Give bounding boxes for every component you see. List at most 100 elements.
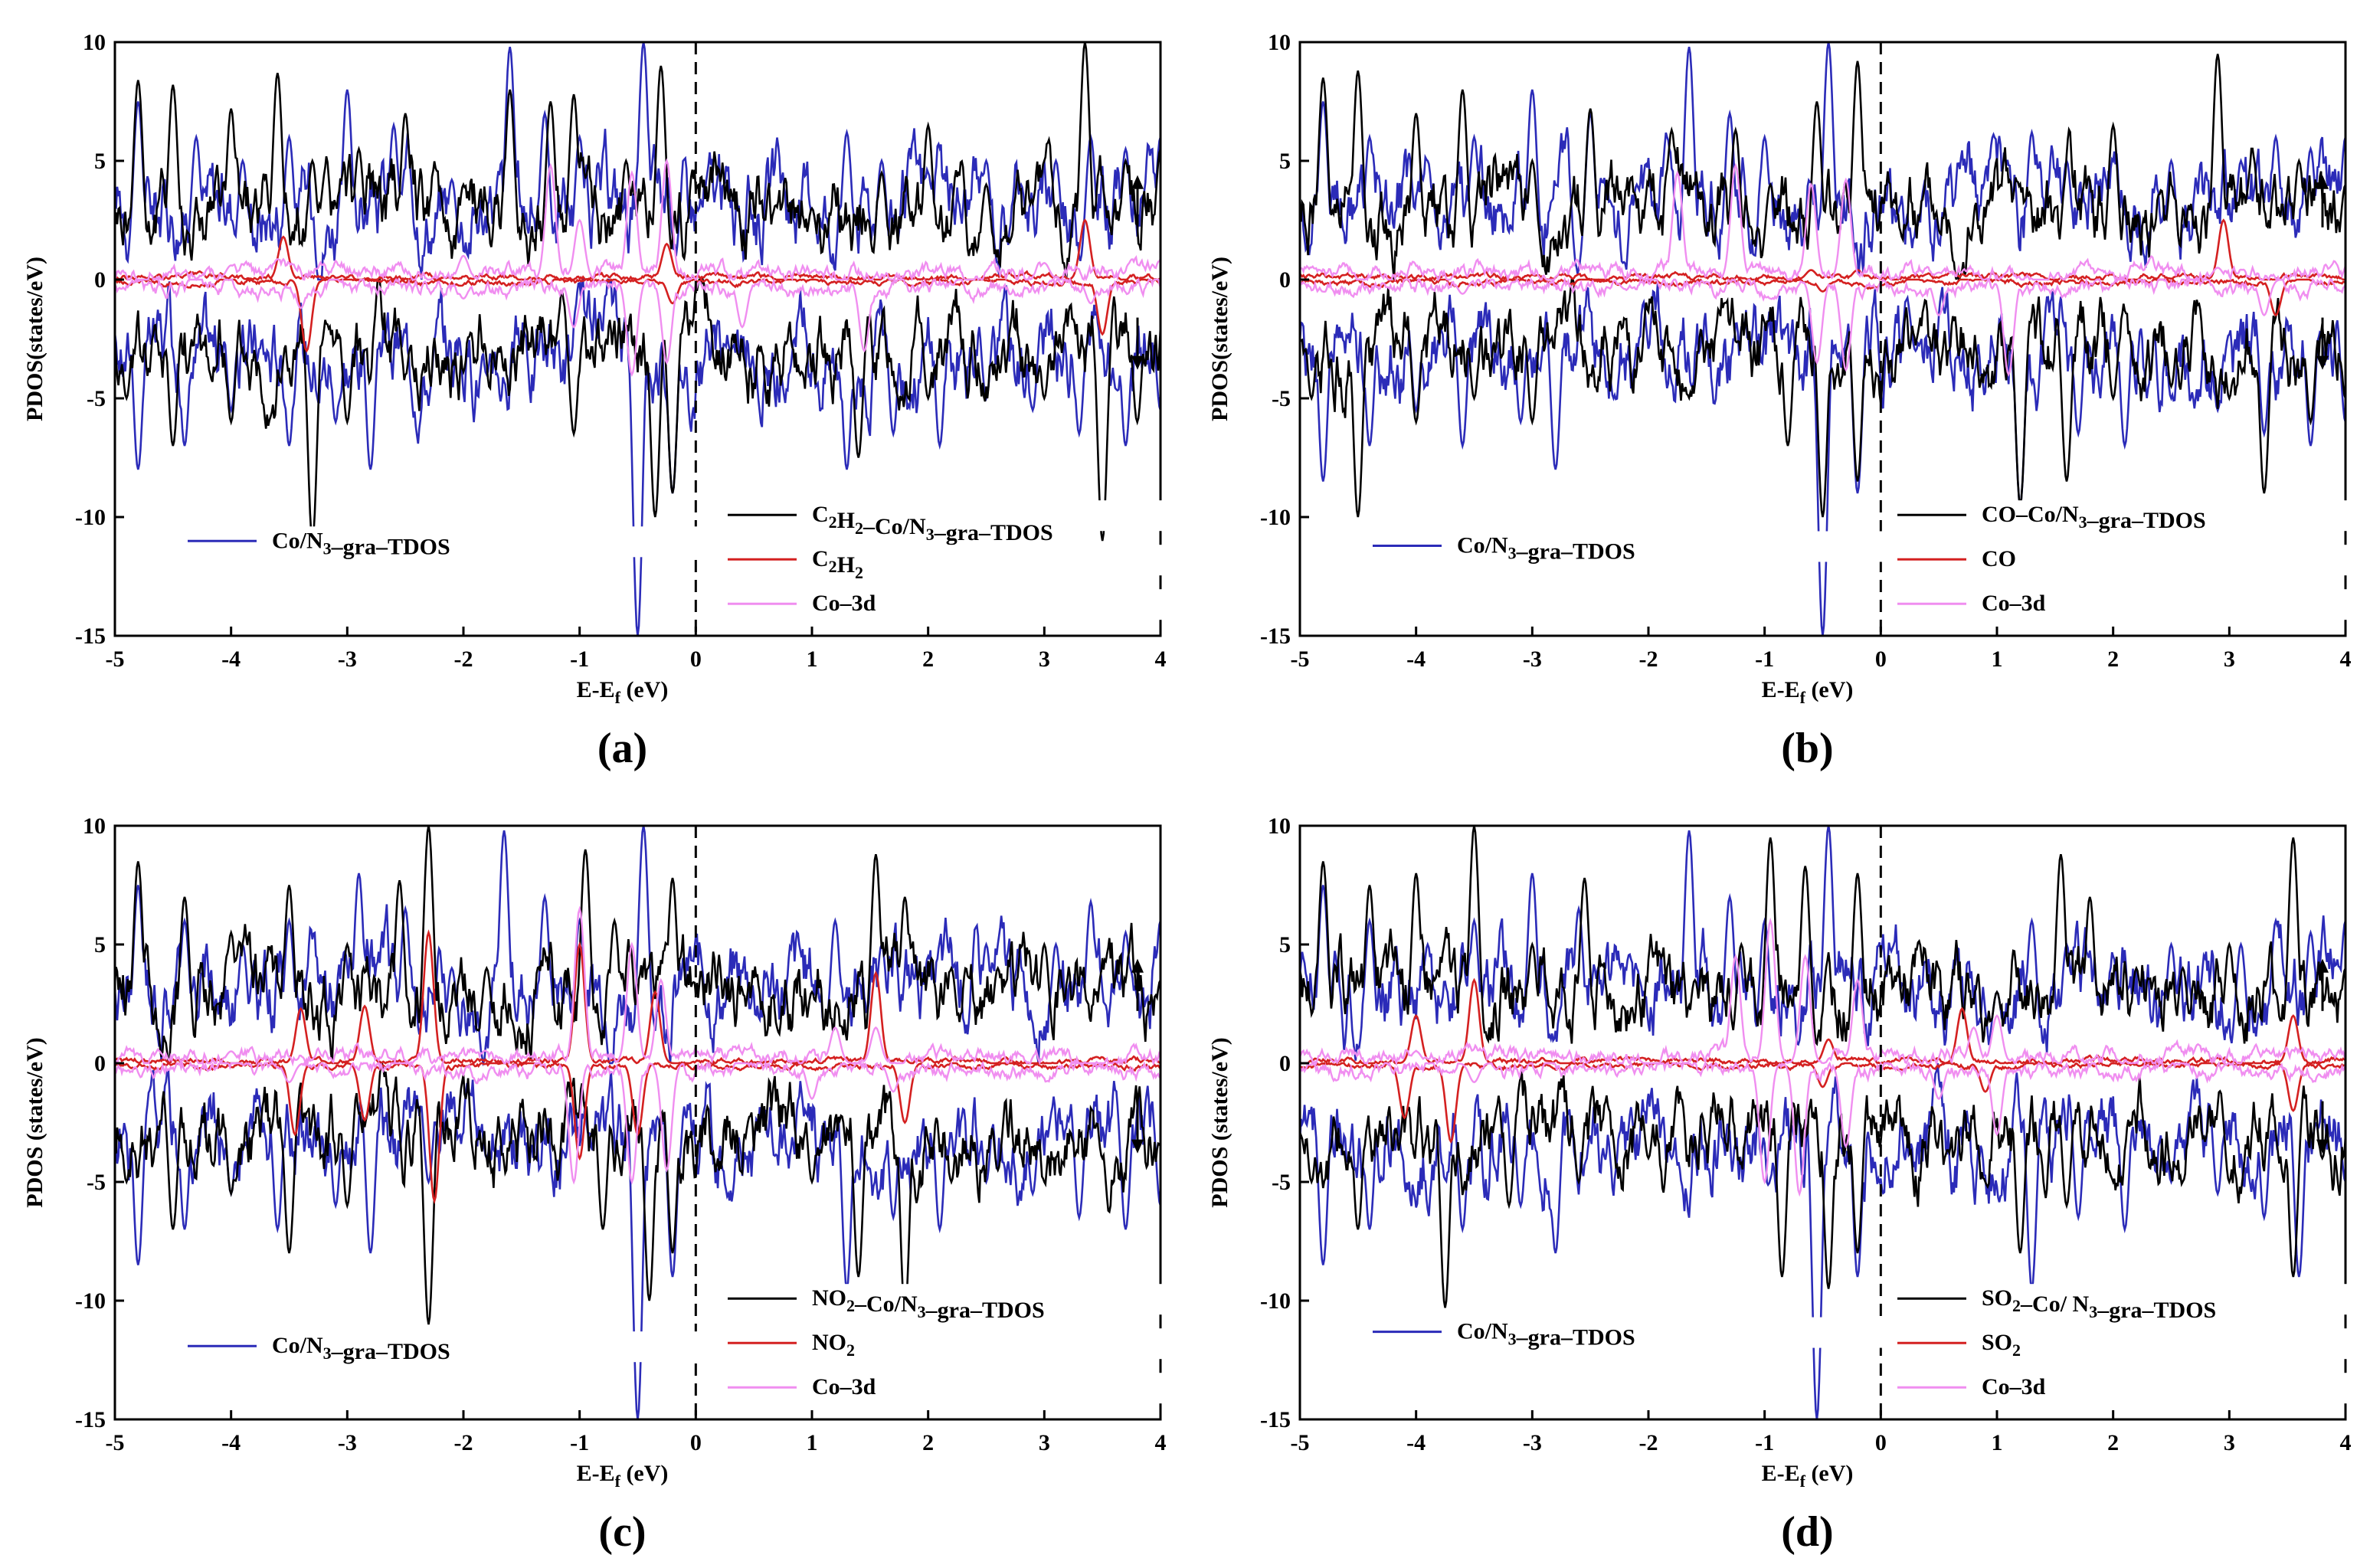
- x-axis-label: E-Ef (eV): [577, 677, 669, 707]
- spin-up-arrowhead: [1131, 958, 1144, 973]
- y-axis-label: PDOS (states/eV): [1207, 1037, 1232, 1207]
- y-tick-label: -15: [1260, 1407, 1291, 1432]
- legend-entry: Co/N3–gra–TDOS: [1363, 1317, 1984, 1350]
- x-tick-label: 0: [1875, 647, 1887, 672]
- series-c2h2-co-n3-gra-tdos-spin-up: [115, 42, 1160, 279]
- y-tick-label: 0: [94, 267, 106, 293]
- chart-panel-d: -5 -4 -3 -2 -1 0 1 2 3 4 -15 -10 -5 0 5 10 E-Ef (eV) PDOS…: [1185, 784, 2370, 1567]
- series-c2h2-spin-down: [115, 277, 1160, 353]
- x-tick-label: 3: [2224, 1430, 2235, 1455]
- series-c2h2-spin-up: [115, 218, 1160, 282]
- y-tick-label: 10: [83, 813, 106, 839]
- x-tick-label: 4: [2340, 1430, 2352, 1455]
- x-tick-label: 1: [1992, 647, 2003, 672]
- x-tick-label: 3: [1039, 1430, 1050, 1455]
- legend-label: Co–3d: [812, 1374, 876, 1399]
- y-tick-label: 10: [1268, 30, 1291, 55]
- series-co-3d-spin-up: [1300, 917, 2345, 1067]
- y-tick-label: -15: [75, 1407, 106, 1432]
- y-tick-label: 10: [1268, 813, 1291, 839]
- x-tick-label: -4: [1406, 647, 1426, 672]
- x-tick-label: -5: [106, 1430, 125, 1455]
- spin-down-arrowhead: [2316, 1139, 2329, 1154]
- series-co-3d-spin-up: [115, 158, 1160, 283]
- legend-entry: NO2: [719, 1328, 1185, 1360]
- x-tick-label: 4: [1155, 647, 1167, 672]
- legend-entry: C2H2–Co/N3–gra–TDOS: [719, 500, 1185, 545]
- y-tick-label: -10: [75, 505, 106, 530]
- x-tick-label: 3: [2224, 647, 2235, 672]
- spin-down-arrowhead: [1131, 1139, 1144, 1154]
- series-co-n3-gra-tdos-spin-down: [1300, 1062, 2345, 1419]
- y-tick-label: -15: [1260, 624, 1291, 649]
- x-tick-label: -3: [338, 1430, 357, 1455]
- x-tick-label: -1: [1755, 1430, 1774, 1455]
- plot-area: [1300, 42, 2345, 636]
- y-tick-label: 0: [94, 1051, 106, 1076]
- y-tick-label: 5: [1279, 149, 1291, 174]
- series-so2-co-n3-gra-tdos-spin-up: [1300, 826, 2345, 1046]
- legend-label: SO2: [1982, 1330, 2021, 1360]
- legend-entry: Co/N3–gra–TDOS: [178, 526, 799, 559]
- y-tick-label: 0: [1279, 1051, 1291, 1076]
- panel-caption: (b): [1781, 725, 1833, 772]
- series-c2h2-co-n3-gra-tdos-spin-down: [115, 276, 1160, 542]
- y-tick-label: -10: [75, 1288, 106, 1314]
- legend-entry: Co–3d: [1888, 1373, 2370, 1404]
- y-tick-label: 5: [1279, 932, 1291, 957]
- y-tick-label: -5: [1272, 1170, 1291, 1195]
- spin-arrows: [2316, 175, 2329, 370]
- legend-entry: SO2: [1888, 1328, 2370, 1360]
- y-tick-label: -10: [1260, 1288, 1291, 1314]
- panel-caption: (c): [598, 1508, 646, 1556]
- series-co-3d-spin-up: [1300, 162, 2345, 283]
- x-tick-label: -2: [454, 647, 473, 672]
- legend-entry: Co–3d: [719, 1373, 1185, 1404]
- series-co-n3-gra-tdos-spin-down: [1300, 283, 2345, 636]
- legend-label: Co/N3–gra–TDOS: [1457, 533, 1635, 565]
- series-co-n3-gra-tdos-spin-up: [1300, 42, 2345, 276]
- chart-panel-c: -5 -4 -3 -2 -1 0 1 2 3 4 -15 -10 -5 0 5 10 E-Ef (eV) PDOS…: [0, 784, 1185, 1567]
- series-co-3d-spin-down: [1300, 277, 2345, 377]
- spin-down-arrowhead: [1131, 355, 1144, 370]
- x-tick-label: -5: [1291, 1430, 1310, 1455]
- x-tick-label: -5: [106, 647, 125, 672]
- x-tick-label: -2: [454, 1430, 473, 1455]
- spin-up-arrowhead: [2316, 958, 2329, 973]
- series-co-n3-gra-tdos-spin-down: [115, 1068, 1160, 1419]
- chart-panel-b: -5 -4 -3 -2 -1 0 1 2 3 4 -15 -10 -5 0 5 10 E-Ef (eV) PDOS…: [1185, 0, 2370, 784]
- legend-label: C2H2–Co/N3–gra–TDOS: [812, 502, 1053, 545]
- legend-label: SO2–Co/ N3–gra–TDOS: [1982, 1285, 2216, 1323]
- x-tick-label: -4: [1406, 1430, 1426, 1455]
- y-tick-label: 0: [1279, 267, 1291, 293]
- x-tick-label: 1: [1992, 1430, 2003, 1455]
- legend-entry: Co/N3–gra–TDOS: [178, 1331, 799, 1364]
- series-co-n3-gra-tdos-spin-up: [115, 826, 1160, 1067]
- series-co-3d-spin-down: [115, 1059, 1160, 1185]
- x-tick-label: -1: [1755, 647, 1774, 672]
- panel-caption: (d): [1781, 1508, 1833, 1556]
- legend-label: NO2–Co/N3–gra–TDOS: [812, 1285, 1045, 1323]
- series-co-co-n3-gra-tdos-spin-down: [1300, 278, 2345, 518]
- series-co-3d-spin-down: [1300, 1060, 2345, 1197]
- x-tick-label: 4: [2340, 647, 2352, 672]
- legend-entry: Co/N3–gra–TDOS: [1363, 531, 1984, 565]
- y-axis-label: PDOS(states/eV): [22, 257, 47, 421]
- x-tick-label: -5: [1291, 647, 1310, 672]
- spin-up-arrowhead: [1131, 175, 1144, 189]
- legend-entry: C2H2: [719, 545, 1185, 582]
- axes-frame: [1298, 824, 2347, 1421]
- series-co-n3-gra-tdos-spin-up: [115, 42, 1160, 281]
- x-tick-label: 2: [2107, 647, 2119, 672]
- x-tick-label: 0: [690, 1430, 702, 1455]
- x-tick-label: 0: [1875, 1430, 1887, 1455]
- legend-entry: CO–Co/N3–gra–TDOS: [1888, 500, 2370, 533]
- plot-area: [1300, 826, 2345, 1419]
- x-axis-label: E-Ef (eV): [577, 1461, 669, 1491]
- x-tick-label: -3: [1523, 1430, 1542, 1455]
- y-tick-label: -5: [1272, 386, 1291, 411]
- x-tick-label: 0: [690, 647, 702, 672]
- x-axis-label: E-Ef (eV): [1762, 1461, 1854, 1491]
- legend-entry: NO2–Co/N3–gra–TDOS: [719, 1284, 1185, 1323]
